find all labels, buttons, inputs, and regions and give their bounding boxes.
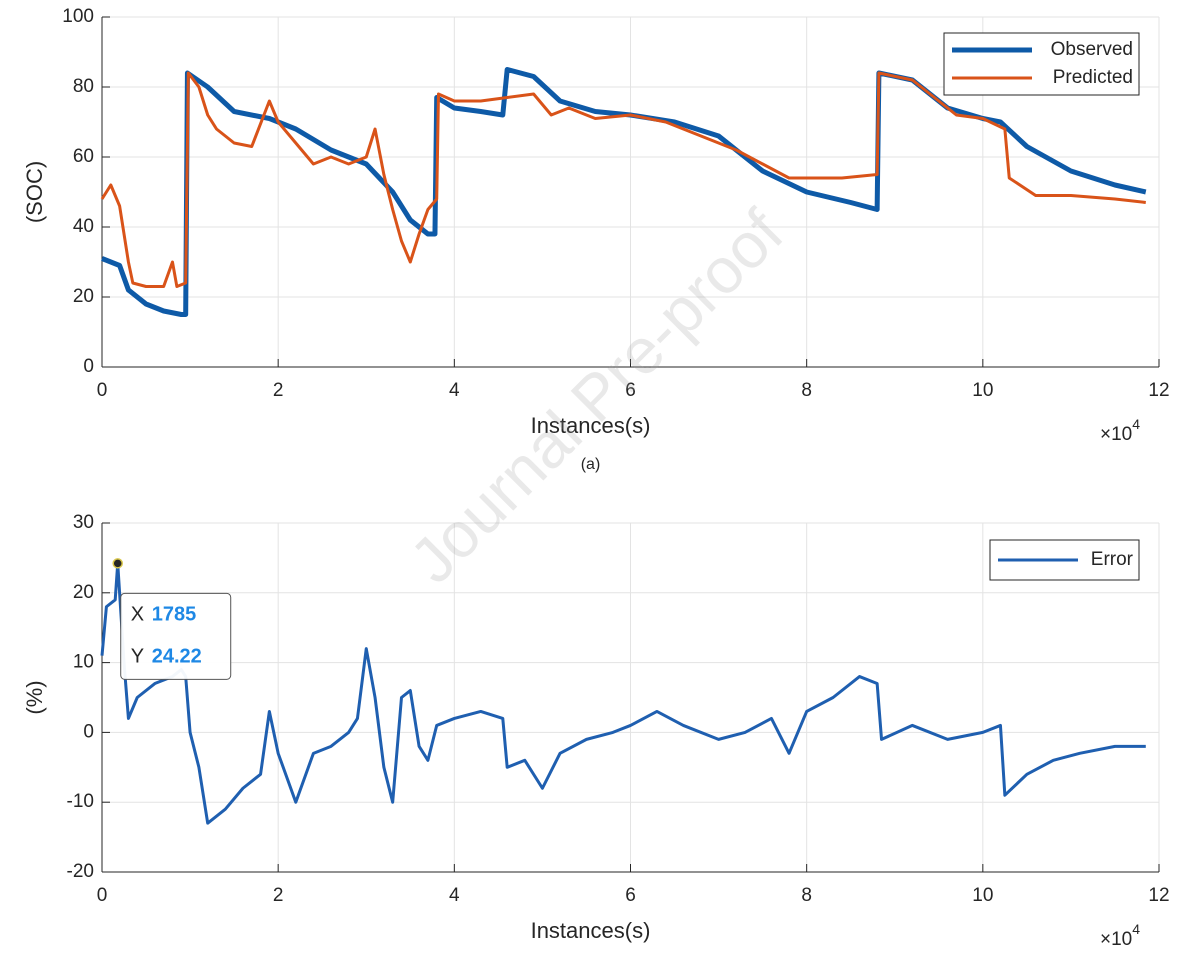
- x-multiplier-base: ×10: [1100, 929, 1132, 950]
- x-tick-label: 6: [625, 885, 636, 906]
- legend-label: Observed: [1051, 39, 1133, 60]
- datatip-value: 1785: [152, 604, 197, 626]
- legend-label: Error: [1091, 549, 1134, 570]
- y-tick-label: 80: [73, 76, 94, 97]
- y-tick-label: 60: [73, 146, 94, 167]
- x-tick-label: 0: [97, 885, 108, 906]
- y-tick-label: 10: [73, 652, 94, 673]
- x-tick-label: 6: [625, 380, 636, 401]
- datatip-box: [120, 592, 232, 680]
- x-tick-label: 2: [273, 885, 284, 906]
- y-tick-label: 40: [73, 216, 94, 237]
- x-tick-label: 12: [1148, 380, 1169, 401]
- x-multiplier: ×104: [1100, 416, 1140, 445]
- x-multiplier-base: ×10: [1100, 424, 1132, 445]
- x-multiplier: ×104: [1100, 921, 1140, 950]
- y-axis-label: (%): [22, 680, 47, 714]
- datatip-key: Y: [131, 646, 144, 668]
- datatip-marker: [112, 558, 123, 569]
- y-tick-label: 20: [73, 286, 94, 307]
- caption: (a): [581, 456, 601, 473]
- series-line: [101, 67, 1147, 317]
- y-tick-label: 30: [73, 512, 94, 533]
- x-multiplier-exponent: 4: [1132, 921, 1140, 937]
- legend-box: [943, 32, 1140, 96]
- x-tick-label: 4: [449, 380, 460, 401]
- y-tick-label: 100: [62, 6, 94, 27]
- y-tick-label: 0: [83, 721, 94, 742]
- y-tick-label: -10: [67, 791, 94, 812]
- x-tick-label: 8: [801, 380, 812, 401]
- x-tick-label: 8: [801, 885, 812, 906]
- datatip-value: 24.22: [152, 646, 202, 668]
- x-axis-label: Instances(s): [531, 918, 651, 943]
- x-tick-label: 0: [97, 380, 108, 401]
- y-tick-label: 20: [73, 582, 94, 603]
- datatip-key: X: [131, 604, 144, 626]
- x-tick-label: 12: [1148, 885, 1169, 906]
- y-tick-label: 0: [83, 356, 94, 377]
- x-axis-label: Instances(s): [531, 413, 651, 438]
- x-tick-label: 10: [972, 380, 993, 401]
- x-tick-label: 4: [449, 885, 460, 906]
- y-axis-label: (SOC): [22, 161, 47, 223]
- x-multiplier-exponent: 4: [1132, 416, 1140, 432]
- legend-label: Predicted: [1053, 67, 1133, 88]
- series-line: [100, 71, 1146, 288]
- series-line: [100, 561, 1146, 825]
- x-tick-label: 10: [972, 885, 993, 906]
- y-tick-label: -20: [67, 861, 94, 882]
- x-tick-label: 2: [273, 380, 284, 401]
